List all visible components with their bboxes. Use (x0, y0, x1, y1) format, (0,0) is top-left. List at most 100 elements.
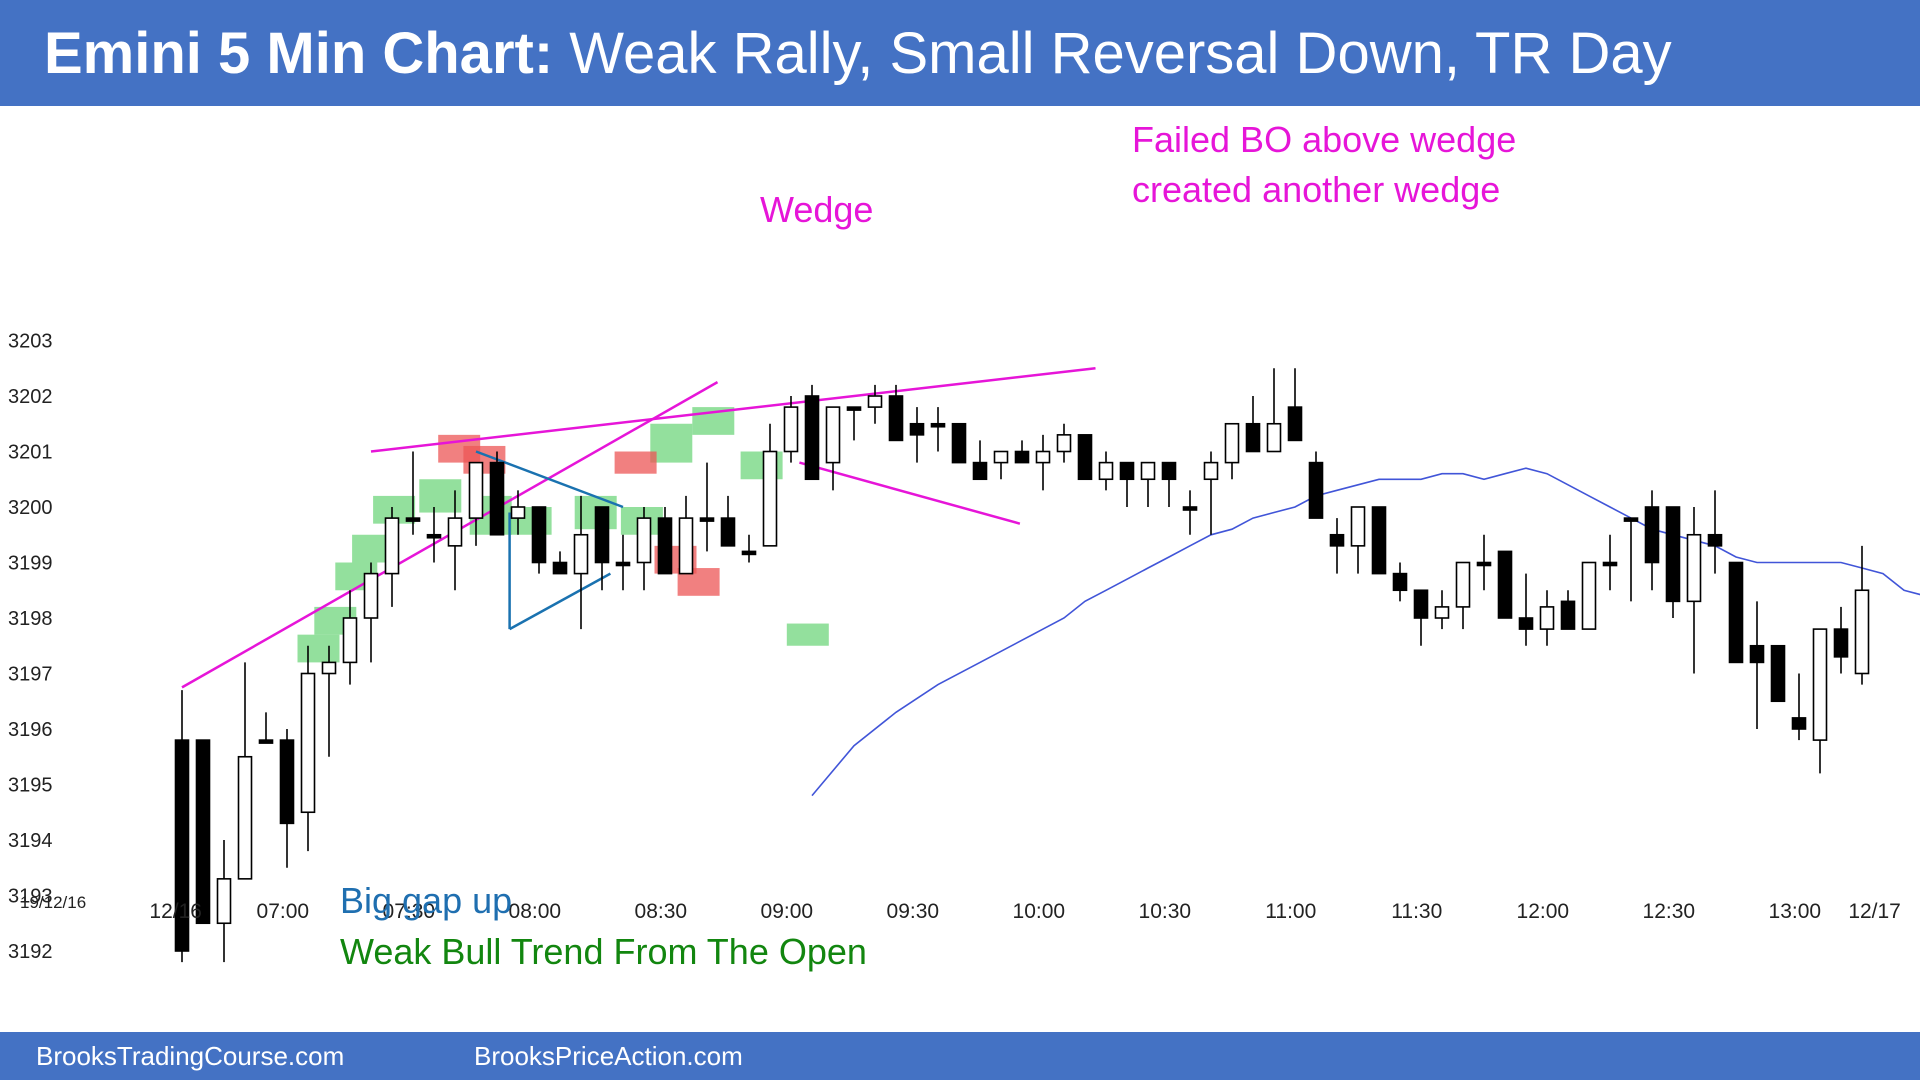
candle (636, 507, 652, 591)
candlestick-chart: 3192 3193 3194 3195 3196 3197 3198 3199 3200 3201… (8, 119, 1920, 972)
candle (1035, 434, 1051, 491)
candle (657, 507, 673, 575)
bull-candle-body (1812, 628, 1828, 741)
footer-right-link[interactable]: BrooksPriceAction.com (474, 1041, 743, 1071)
candles (174, 368, 1870, 963)
title-bar: Emini 5 Min Chart: Weak Rally, Small Rev… (0, 0, 1920, 106)
candle (1455, 561, 1471, 630)
candle (1686, 507, 1702, 674)
second-wedge-line (799, 461, 1021, 525)
x-tick-label: 13:00 (1769, 900, 1822, 923)
bear-candle-body (174, 739, 190, 952)
bear-candle-body (1287, 406, 1303, 442)
y-tick-label: 3198 (8, 608, 53, 630)
candle (1665, 506, 1681, 618)
candle (1161, 461, 1177, 507)
bull-candle-body (1140, 461, 1156, 481)
bull-signal-box (297, 634, 340, 663)
bull-candle-body (363, 572, 379, 619)
footer-left-link[interactable]: BrooksTradingCourse.com (36, 1041, 345, 1071)
bull-candle-body (573, 533, 589, 575)
bear-candle-body (1707, 533, 1723, 547)
bear-candle-body (426, 533, 442, 539)
bull-candle-body (1224, 422, 1240, 464)
candle (972, 440, 988, 481)
candle (363, 562, 379, 663)
moving-average (811, 467, 1920, 797)
candle (678, 495, 694, 575)
candle (1854, 545, 1870, 685)
candle (930, 407, 946, 452)
candle (825, 406, 841, 491)
candle (195, 739, 211, 925)
candle (321, 645, 337, 757)
y-tick-label: 3196 (8, 719, 53, 741)
bear-candle-body (279, 739, 295, 825)
candle (1266, 368, 1282, 453)
candle (1014, 440, 1030, 464)
candle (1833, 606, 1849, 674)
bear-candle-body (972, 461, 988, 481)
triangle-lower-line (508, 572, 612, 631)
bear-candle-body (741, 550, 757, 556)
bear-candle-body (1728, 561, 1744, 664)
bull-candle-body (1581, 561, 1597, 630)
candle (1434, 590, 1450, 630)
candle (867, 384, 883, 424)
bear-candle-body (1161, 461, 1177, 481)
candle (384, 507, 400, 607)
x-tick-label: 12/16 (149, 900, 202, 923)
bear-candle-body (804, 395, 820, 481)
bear-candle-body (951, 422, 967, 464)
chart-title: Emini 5 Min Chart: Weak Rally, Small Rev… (44, 20, 1672, 87)
candle (1560, 590, 1576, 630)
candle (258, 712, 274, 744)
x-tick-label: 10:00 (1013, 900, 1066, 923)
x-tick-label: 11:30 (1391, 900, 1442, 923)
bear-candle-body (1749, 644, 1765, 664)
y-tick-label: 3193 (8, 886, 53, 908)
bear-candle-body (594, 506, 610, 564)
candle (573, 495, 589, 630)
x-tick-label: 09:00 (761, 900, 814, 923)
bear-candle-body (1623, 517, 1639, 522)
bear-candle-body (1644, 506, 1660, 564)
bull-candle-body (1686, 533, 1702, 603)
candle (1518, 573, 1534, 646)
candle (342, 590, 358, 685)
bull-signal-box (650, 423, 693, 463)
bear-candle-body (720, 517, 736, 547)
bear-candle-body (1518, 617, 1534, 630)
bull-candle-body (342, 617, 358, 664)
x-tick-label: 10:30 (1139, 900, 1192, 923)
bear-candle-body (195, 739, 211, 925)
bear-candle-body (1497, 550, 1513, 619)
x-tick-label: 12:30 (1643, 900, 1696, 923)
candle (1056, 423, 1072, 463)
bull-candle-body (825, 406, 841, 464)
bear-candle-body (489, 461, 505, 536)
bull-candle-body (867, 395, 883, 408)
bull-candle-body (1854, 589, 1870, 675)
bull-candle-body (1203, 461, 1219, 481)
x-axis-labels: 12/16 07:00 07:30 08:00 08:30 09:00 09:30 10:00… (20, 893, 1901, 923)
bear-candle-body (1014, 450, 1030, 464)
y-tick-label: 3203 (8, 331, 53, 353)
x-tick-label: 11:00 (1265, 900, 1316, 923)
candle (1077, 434, 1093, 481)
candle (510, 490, 526, 535)
x-tick-label: 12:00 (1517, 900, 1570, 923)
candle (909, 407, 925, 463)
triangle-upper-line (475, 450, 624, 509)
bear-candle-body (699, 517, 715, 522)
bull-candle-body (468, 461, 484, 519)
candle (1728, 561, 1744, 664)
wedge-label: Wedge (760, 189, 873, 230)
bear-candle-body (1770, 644, 1786, 703)
candle (552, 551, 568, 575)
candle (1581, 561, 1597, 630)
candle (1182, 490, 1198, 535)
bull-candle-body (216, 878, 232, 925)
bear-candle-body (657, 517, 673, 575)
bear-candle-body (1119, 461, 1135, 481)
